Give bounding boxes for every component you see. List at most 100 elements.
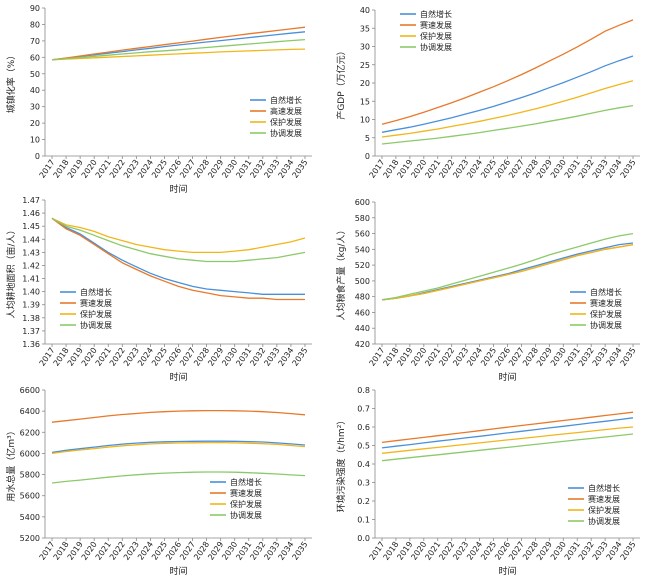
series-line <box>381 104 634 145</box>
y-tick-label: 60 <box>30 53 40 62</box>
y-tick-label: 40 <box>360 6 370 15</box>
y-tick-label: 1.42 <box>22 261 40 270</box>
y-tick-label: 520 <box>355 261 370 270</box>
legend-label: 保护发展 <box>80 309 112 319</box>
y-tick-label: 0.8 <box>357 386 370 395</box>
y-tick-label: 1.46 <box>22 209 40 218</box>
y-tick-label: 35 <box>360 24 370 33</box>
legend-label: 保护发展 <box>270 117 302 127</box>
series-line <box>381 80 634 138</box>
y-tick-label: 70 <box>30 37 40 46</box>
legend-label: 赛速发展 <box>590 298 622 308</box>
y-tick-label: 600 <box>355 198 370 207</box>
y-tick-label: 420 <box>355 340 370 349</box>
legend-label: 赛速发展 <box>420 20 452 30</box>
x-tick-label: 2035 <box>291 346 310 368</box>
y-tick-label: 5400 <box>20 513 40 522</box>
y-tick-label: 5 <box>365 134 370 143</box>
series-line <box>51 48 306 61</box>
series-line <box>381 242 634 301</box>
legend-label: 自然增长 <box>270 95 302 105</box>
y-axis-title: 环境污染强度（t/hm²） <box>335 416 347 513</box>
y-axis-title: 人均耕地面积（亩/人） <box>5 225 17 318</box>
series-line <box>51 440 306 454</box>
chart-5: 5200540056005800600062006400660020172018… <box>5 386 312 577</box>
y-tick-label: 40 <box>30 86 40 95</box>
y-tick-label: 560 <box>355 230 370 239</box>
y-tick-label: 0.3 <box>357 479 370 488</box>
series-line <box>51 217 306 254</box>
legend-label: 保护发展 <box>590 309 622 319</box>
legend-label: 自然增长 <box>420 9 452 19</box>
series-line <box>51 409 306 423</box>
series-line <box>51 217 305 295</box>
y-axis-title: 城镇化率（%） <box>5 51 17 114</box>
y-tick-label: 540 <box>355 245 370 254</box>
chart-3: 1.36 1.37 1.38 1.39 1.40 1.41 1.42 1.43 1.44 1.45… <box>5 196 312 383</box>
y-tick-label: 460 <box>355 308 370 317</box>
legend-label: 保护发展 <box>420 31 452 41</box>
series-line <box>51 38 306 61</box>
legend-label: 保护发展 <box>230 499 262 509</box>
y-tick-label: 15 <box>360 97 370 106</box>
x-tick-label: 2035 <box>619 346 638 368</box>
y-tick-label: 30 <box>30 103 40 112</box>
x-tick-label: 2035 <box>619 540 638 562</box>
y-tick-label: 10 <box>30 136 40 145</box>
legend-label: 赛速发展 <box>80 298 112 308</box>
y-tick-label: 0.5 <box>357 442 370 451</box>
y-tick-label: 10 <box>360 116 370 125</box>
legend-label: 协调发展 <box>420 42 452 52</box>
series-line <box>381 426 634 454</box>
y-tick-label: 25 <box>360 61 370 70</box>
series-line <box>381 243 634 301</box>
y-tick-label: 0.7 <box>357 405 370 414</box>
legend-label: 协调发展 <box>230 510 262 520</box>
x-tick-label: 2035 <box>291 158 310 180</box>
y-tick-label: 80 <box>30 20 40 29</box>
series-line <box>381 55 634 133</box>
y-tick-label: 0.2 <box>357 497 370 506</box>
y-tick-label: 0.4 <box>357 460 370 469</box>
y-tick-label: 1.40 <box>22 288 40 297</box>
legend-label: 协调发展 <box>590 320 622 330</box>
chart-6: 0.00.10.20.30.40.50.60.70.82017201820192… <box>335 386 640 577</box>
x-axis-title: 时间 <box>498 565 516 577</box>
legend-label: 自然增长 <box>590 287 622 297</box>
series-line <box>381 411 634 444</box>
y-tick-label: 50 <box>30 70 40 79</box>
y-tick-label: 90 <box>30 4 40 13</box>
y-tick-label: 500 <box>355 277 370 286</box>
chart-4: 4204404604805005205405605806002017201820… <box>335 198 640 383</box>
series-line <box>381 417 634 449</box>
x-axis-title: 时间 <box>169 371 187 383</box>
x-tick-label: 2035 <box>619 158 638 180</box>
legend-label: 自然增长 <box>230 477 262 487</box>
y-tick-label: 1.45 <box>22 222 40 231</box>
legend-label: 自然增长 <box>588 483 620 493</box>
y-axis-title: 用水总量（亿m³） <box>5 426 17 501</box>
y-tick-label: 440 <box>355 324 370 333</box>
legend-label: 高速发展 <box>270 106 302 116</box>
y-tick-label: 1.37 <box>22 327 40 336</box>
chart-1: 0102030405060708090201720182019202020212… <box>5 4 312 195</box>
y-tick-label: 0.1 <box>357 516 370 525</box>
y-tick-label: 1.39 <box>22 301 40 310</box>
y-tick-label: 480 <box>355 293 370 302</box>
series-line <box>381 433 634 462</box>
legend-label: 自然增长 <box>80 287 112 297</box>
x-axis-title: 时间 <box>169 565 187 577</box>
y-tick-label: 1.43 <box>22 248 40 257</box>
y-tick-label: 30 <box>360 43 370 52</box>
y-tick-label: 5600 <box>20 492 40 501</box>
y-tick-label: 1.36 <box>22 340 40 349</box>
y-tick-label: 20 <box>30 119 40 128</box>
legend-label: 保护发展 <box>588 505 620 515</box>
y-tick-label: 6600 <box>20 386 40 395</box>
legend-label: 赛速发展 <box>230 488 262 498</box>
series-line <box>51 31 306 61</box>
legend-label: 协调发展 <box>270 128 302 138</box>
y-tick-label: 5800 <box>20 471 40 480</box>
y-tick-label: 0 <box>365 152 370 161</box>
